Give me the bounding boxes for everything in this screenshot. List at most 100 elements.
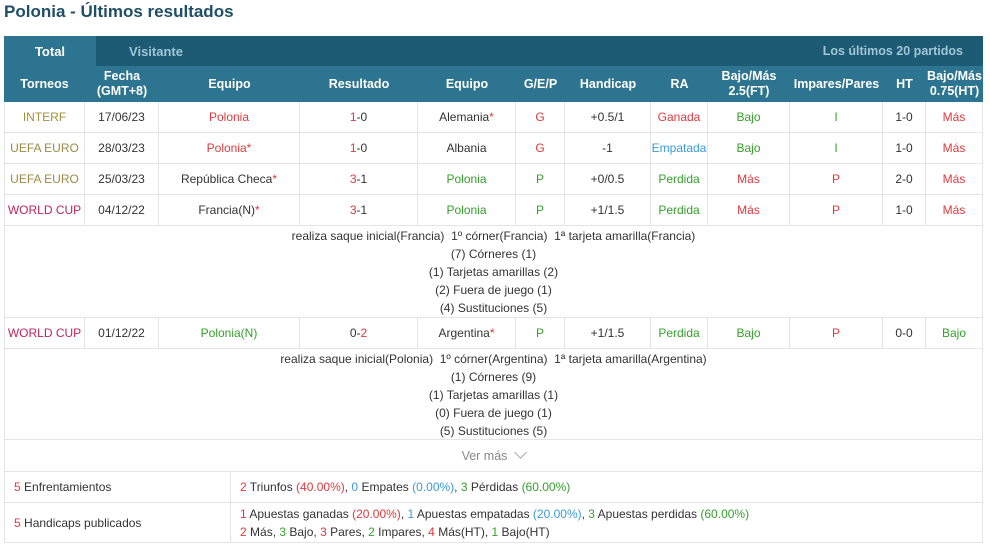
odd-even-result: P xyxy=(790,195,883,225)
score-home: 1 xyxy=(349,141,357,155)
match-stats-detail: realiza saque inicial(Polonia) 1º córner… xyxy=(4,349,983,440)
handicap-value: -1 xyxy=(565,133,651,163)
away-team[interactable]: Alemania * xyxy=(418,102,516,132)
match-date: 17/06/23 xyxy=(85,102,159,132)
score-away: 0 xyxy=(360,141,368,155)
over-under-result: Bajo xyxy=(708,133,790,163)
away-team[interactable]: Argentina * xyxy=(418,318,516,348)
match-score[interactable]: 1-0 xyxy=(300,102,418,132)
halftime-score: 2-0 xyxy=(883,164,926,194)
summary-values: 1 Apuestas ganadas (20.00%), 1 Apuestas … xyxy=(231,503,982,542)
handicap-value: +0.5/1 xyxy=(565,102,651,132)
tab-total[interactable]: Total xyxy=(4,36,96,66)
score-away: 1 xyxy=(360,203,368,217)
substitutions-stat: (4) Sustituciones (5) xyxy=(439,301,548,315)
tournament-link[interactable]: UEFA EURO xyxy=(4,164,85,194)
col-fecha-line2: (GMT+8) xyxy=(96,84,148,98)
match-score[interactable]: 1-0 xyxy=(300,133,418,163)
home-team[interactable]: Polonia * xyxy=(159,133,300,163)
table-row: UEFA EURO 28/03/23 Polonia * 1-0 Albania … xyxy=(4,133,983,164)
tournament-link[interactable]: WORLD CUP xyxy=(4,195,85,225)
score-home: 0 xyxy=(349,326,357,340)
offsides-stat: (2) Fuera de juego (1) xyxy=(435,283,552,297)
match-score[interactable]: 3-1 xyxy=(300,164,418,194)
col-resultado: Resultado xyxy=(328,76,390,91)
ra-result: Ganada xyxy=(651,102,708,132)
losses-label: Pérdidas xyxy=(467,480,522,494)
bets-won-label: Apuestas ganadas xyxy=(246,507,353,521)
over-under-ht-result: Más xyxy=(926,164,983,194)
handicap-value: +0/0.5 xyxy=(565,164,651,194)
col-ht: HT xyxy=(896,76,913,91)
yellow-cards-stat: (1) Tarjetas amarillas (2) xyxy=(428,265,559,279)
table-row: INTERF 17/06/23 Polonia 1-0 Alemania * G … xyxy=(4,102,983,133)
tab-visitante[interactable]: Visitante xyxy=(129,43,183,59)
wins-pct: (40.00%) xyxy=(296,480,345,494)
home-team[interactable]: Polonia(N) xyxy=(159,318,300,348)
result-gep: P xyxy=(516,318,565,348)
tournament-link[interactable]: UEFA EURO xyxy=(4,133,85,163)
home-team-name: Francia(N) xyxy=(198,203,255,217)
tournament-link[interactable]: WORLD CUP xyxy=(4,318,85,348)
col-ra: RA xyxy=(670,76,689,91)
match-score[interactable]: 3-1 xyxy=(300,195,418,225)
away-team-name: Albania xyxy=(446,141,487,155)
match-score[interactable]: 0-2 xyxy=(300,318,418,348)
pares-count: 3 xyxy=(320,525,327,539)
home-team-name: República Checa xyxy=(180,172,273,186)
bets-won-pct: (20.00%) xyxy=(352,507,401,521)
over-under-ht-result: Bajo xyxy=(926,318,983,348)
neutral-star: * xyxy=(489,110,494,124)
mas-ht-label: Más(HT), xyxy=(434,525,492,539)
col-fecha-line1: Fecha xyxy=(103,69,141,83)
home-team[interactable]: Francia(N) * xyxy=(159,195,300,225)
match-events-line: realiza saque inicial(Francia) 1º córner… xyxy=(291,229,696,243)
score-home: 1 xyxy=(349,110,357,124)
halftime-score: 1-0 xyxy=(883,102,926,132)
away-team[interactable]: Polonia xyxy=(418,164,516,194)
totals-line: 2 Más, 3 Bajo, 3 Pares, 2 Impares, 4 Más… xyxy=(240,523,982,541)
draws-pct: (0.00%) xyxy=(412,480,455,494)
odd-even-result: P xyxy=(790,318,883,348)
tab-bar: Total Visitante Los últimos 20 partidos xyxy=(4,36,983,66)
score-home: 3 xyxy=(349,203,357,217)
col-handicap: Handicap xyxy=(579,76,637,91)
mas-count: 2 xyxy=(240,525,247,539)
corners-stat: (7) Córneres (1) xyxy=(450,247,537,261)
ver-mas-button[interactable]: Ver más xyxy=(4,440,983,472)
away-team[interactable]: Albania xyxy=(418,133,516,163)
odd-even-result: P xyxy=(790,164,883,194)
over-under-result: Bajo xyxy=(708,318,790,348)
home-team-name: Polonia xyxy=(206,141,247,155)
last-20-filter[interactable]: Los últimos 20 partidos xyxy=(822,44,963,58)
score-away: 0 xyxy=(360,110,368,124)
substitutions-stat: (5) Sustituciones (5) xyxy=(439,424,548,438)
score-sep: - xyxy=(356,203,361,217)
losses-pct: (60.00%) xyxy=(521,480,571,494)
summary-values: 2 Triunfos (40.00%), 0 Empates (0.00%), … xyxy=(240,480,571,494)
score-away: 1 xyxy=(360,172,368,186)
impares-count: 2 xyxy=(368,525,375,539)
away-team-name: Argentina xyxy=(438,326,490,340)
away-team[interactable]: Polonia xyxy=(418,195,516,225)
tournament-link[interactable]: INTERF xyxy=(4,102,85,132)
yellow-cards-stat: (1) Tarjetas amarillas (1) xyxy=(428,388,559,402)
home-team[interactable]: República Checa * xyxy=(159,164,300,194)
neutral-star: * xyxy=(272,172,278,186)
col-bajo-mas-ht-line2: 0.75(HT) xyxy=(929,84,980,98)
summary-enfrentamientos: 5 Enfrentamientos 2 Triunfos (40.00%), 0… xyxy=(4,472,983,503)
page-title: Polonia - Últimos resultados xyxy=(4,2,234,21)
match-events-line: realiza saque inicial(Polonia) 1º córner… xyxy=(280,352,707,366)
home-team[interactable]: Polonia xyxy=(159,102,300,132)
summary-label: 5 Handicaps publicados xyxy=(5,503,231,542)
home-team-name: Polonia xyxy=(208,110,250,124)
col-equipo-local: Equipo xyxy=(208,76,251,91)
summary-handicaps: 5 Handicaps publicados 1 Apuestas ganada… xyxy=(4,503,983,543)
results-panel: Total Visitante Los últimos 20 partidos … xyxy=(4,36,983,543)
summary-label: 5 Enfrentamientos xyxy=(5,472,231,502)
impares-label: Impares, xyxy=(374,525,429,539)
table-row: WORLD CUP 04/12/22 Francia(N) * 3-1 Polon… xyxy=(4,195,983,226)
home-team-name: Polonia(N) xyxy=(200,326,258,340)
mas-label: Más, xyxy=(246,525,280,539)
bajo-count: 3 xyxy=(279,525,287,539)
